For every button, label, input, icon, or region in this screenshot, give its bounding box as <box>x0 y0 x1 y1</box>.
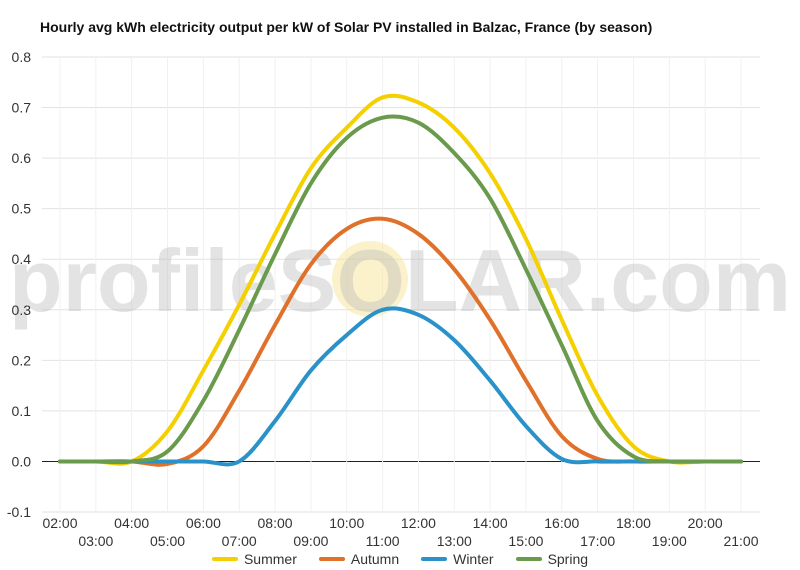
y-tick-label: 0.7 <box>12 100 32 116</box>
x-tick-label: 07:00 <box>222 533 257 548</box>
x-axis: 02:0003:0004:0005:0006:0007:0008:0009:00… <box>42 515 758 548</box>
legend: Summer Autumn Winter Spring <box>0 549 800 569</box>
x-tick-label: 17:00 <box>580 533 615 548</box>
legend-swatch <box>211 557 238 561</box>
x-tick-label: 21:00 <box>723 533 758 548</box>
x-tick-label: 19:00 <box>652 533 687 548</box>
series-line-summer <box>58 93 743 466</box>
x-tick-label: 05:00 <box>150 533 185 548</box>
x-tick-label: 13:00 <box>437 533 472 548</box>
legend-item-summer: Summer <box>211 549 297 569</box>
watermark-sun <box>332 241 408 317</box>
x-tick-label: 16:00 <box>544 515 579 531</box>
legend-item-autumn: Autumn <box>318 549 400 569</box>
legend-swatch <box>515 557 542 561</box>
y-tick-label: -0.1 <box>7 504 31 520</box>
x-tick-label: 03:00 <box>78 533 113 548</box>
legend-label: Summer <box>243 551 297 567</box>
x-tick-label: 08:00 <box>258 515 293 531</box>
legend-label: Winter <box>453 551 494 567</box>
x-tick-label: 02:00 <box>42 515 77 531</box>
legend-item-spring: Spring <box>515 549 589 569</box>
series-line-spring <box>58 114 743 465</box>
y-tick-label: 0.2 <box>12 352 32 368</box>
x-tick-label: 14:00 <box>473 515 508 531</box>
legend-item-winter: Winter <box>421 549 494 569</box>
gridlines <box>42 56 760 513</box>
y-tick-label: 0.3 <box>12 302 32 318</box>
y-tick-label: 0.8 <box>12 49 32 65</box>
y-tick-label: 0.6 <box>12 150 32 166</box>
legend-swatch <box>421 557 448 561</box>
watermark: profileSOLAR.com <box>9 231 791 330</box>
x-tick-label: 11:00 <box>366 533 400 548</box>
line-chart: profileSOLAR.com 0.80.70.60.50.40.30.20.… <box>7 49 791 548</box>
y-tick-label: 0.4 <box>12 251 32 267</box>
legend-label: Spring <box>547 551 589 567</box>
y-tick-label: 0.5 <box>12 201 32 217</box>
series-lines <box>58 93 743 467</box>
y-tick-label: 0.1 <box>12 403 32 419</box>
watermark-text: profileSOLAR.com <box>9 231 791 330</box>
series-line-winter <box>58 306 743 467</box>
y-tick-label: 0.0 <box>12 453 32 469</box>
x-tick-label: 10:00 <box>329 515 364 531</box>
y-axis: 0.8 0.7 0.6 0.5 0.4 0.3 0.2 0.1 0.0 -0.1 <box>7 49 31 520</box>
x-tick-label: 06:00 <box>186 515 221 531</box>
x-tick-label: 04:00 <box>114 515 149 531</box>
legend-swatch <box>318 557 345 561</box>
x-tick-label: 09:00 <box>293 533 328 548</box>
x-tick-label: 18:00 <box>616 515 651 531</box>
x-tick-label: 15:00 <box>508 533 543 548</box>
x-tick-label: 12:00 <box>401 515 436 531</box>
x-tick-label: 20:00 <box>688 515 723 531</box>
chart-title: Hourly avg kWh electricity output per kW… <box>40 19 653 35</box>
legend-label: Autumn <box>350 551 400 567</box>
